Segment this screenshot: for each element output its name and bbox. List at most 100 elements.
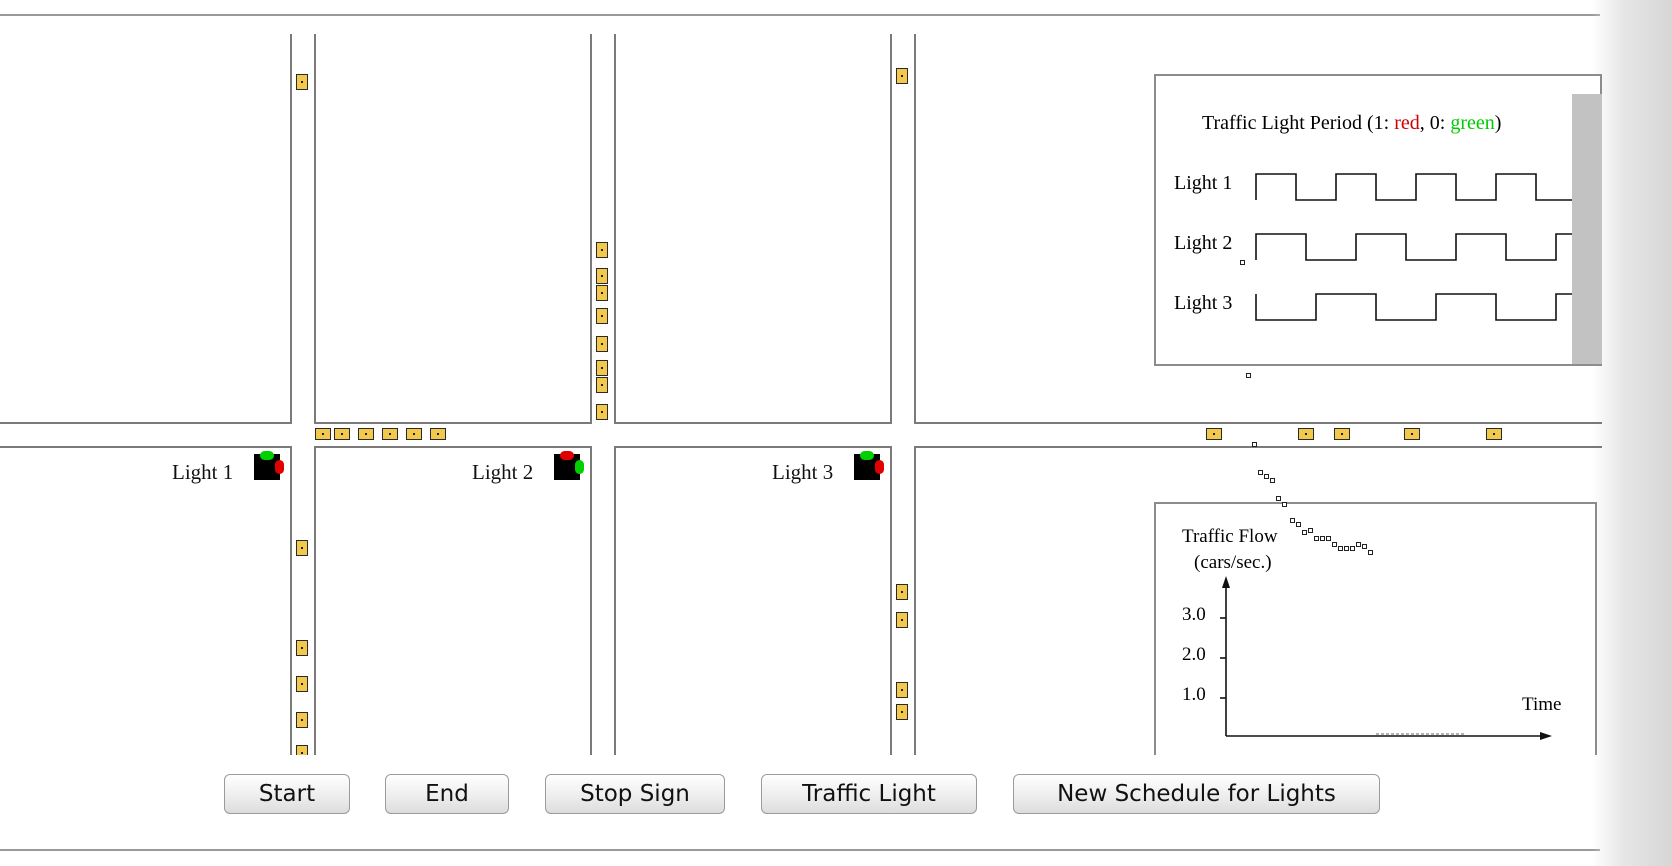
window-edge-shadow bbox=[1592, 0, 1672, 866]
car bbox=[596, 285, 608, 301]
road-edge-west bbox=[890, 446, 892, 755]
road-edge-south bbox=[914, 446, 1602, 448]
road-edge-east bbox=[314, 34, 316, 424]
car bbox=[596, 377, 608, 393]
flow-point bbox=[1326, 536, 1331, 541]
flow-point bbox=[1308, 528, 1313, 533]
road-edge-east bbox=[914, 446, 916, 755]
car bbox=[596, 308, 608, 324]
traffic-light-period-panel: Traffic Light Period (1: red, 0: green) … bbox=[1154, 74, 1602, 366]
flow-point bbox=[1282, 502, 1287, 507]
red-word: red bbox=[1394, 112, 1420, 134]
car bbox=[406, 428, 422, 440]
period-panel-title: Traffic Light Period (1: red, 0: green) bbox=[1202, 112, 1501, 135]
red-lamp bbox=[560, 451, 574, 460]
traffic-flow-panel: Traffic Flow (cars/sec.) 3.0 2.0 1.0 Tim… bbox=[1154, 502, 1597, 755]
road-edge-east bbox=[614, 446, 616, 755]
car bbox=[296, 540, 308, 556]
waveform-light-2 bbox=[1255, 233, 1590, 261]
car bbox=[896, 68, 908, 84]
red-lamp bbox=[275, 460, 284, 474]
car bbox=[296, 640, 308, 656]
road-edge-east bbox=[914, 34, 916, 424]
stop-sign-button[interactable]: Stop Sign bbox=[545, 774, 725, 814]
traffic-light-button[interactable]: Traffic Light bbox=[761, 774, 977, 814]
title-prefix: Traffic Light Period (1: bbox=[1202, 112, 1395, 134]
flow-point bbox=[1356, 542, 1361, 547]
flow-point bbox=[1240, 260, 1245, 265]
traffic-light-3-icon bbox=[854, 451, 884, 480]
flow-point bbox=[1368, 550, 1373, 555]
light-2-label: Light 2 bbox=[472, 460, 534, 484]
car bbox=[1404, 428, 1420, 440]
flow-point bbox=[1338, 546, 1343, 551]
green-word: green bbox=[1450, 112, 1495, 134]
red-lamp bbox=[875, 460, 884, 474]
car bbox=[1206, 428, 1222, 440]
road-edge-west bbox=[590, 446, 592, 755]
car bbox=[596, 268, 608, 284]
car bbox=[315, 428, 331, 440]
car bbox=[334, 428, 350, 440]
road-edge-south bbox=[314, 446, 592, 448]
period-waveforms bbox=[1255, 173, 1590, 321]
title-mid: , 0: bbox=[1419, 112, 1451, 134]
traffic-light-2-icon bbox=[554, 451, 584, 480]
flow-point bbox=[1258, 470, 1263, 475]
car bbox=[296, 745, 308, 755]
x-axis-label: Time bbox=[1522, 694, 1562, 715]
road-edge-west bbox=[290, 446, 292, 755]
flow-point bbox=[1276, 496, 1281, 501]
car bbox=[596, 336, 608, 352]
flow-point bbox=[1302, 530, 1307, 535]
new-schedule-button[interactable]: New Schedule for Lights bbox=[1013, 774, 1380, 814]
green-lamp bbox=[575, 460, 584, 474]
light-1-label: Light 1 bbox=[172, 460, 234, 484]
waveform-light-1 bbox=[1255, 173, 1590, 201]
flow-point bbox=[1246, 373, 1251, 378]
car bbox=[1486, 428, 1502, 440]
road-edge-west bbox=[290, 34, 292, 424]
car bbox=[896, 704, 908, 720]
y-tick-3: 3.0 bbox=[1182, 604, 1206, 625]
road-edge-east bbox=[614, 34, 616, 424]
panel-scroll-strip[interactable] bbox=[1572, 94, 1602, 364]
top-frame-line bbox=[0, 14, 1600, 16]
flow-point bbox=[1252, 442, 1257, 447]
flow-point bbox=[1270, 478, 1275, 483]
road-edge-south bbox=[614, 446, 892, 448]
car bbox=[296, 74, 308, 90]
wave-label-light-1: Light 1 bbox=[1174, 172, 1233, 194]
flow-point bbox=[1296, 522, 1301, 527]
car bbox=[296, 712, 308, 728]
flow-axes bbox=[1220, 576, 1552, 740]
road-edge-north bbox=[914, 422, 1602, 424]
road-edge-north bbox=[0, 422, 292, 424]
flow-point bbox=[1362, 544, 1367, 549]
car bbox=[1298, 428, 1314, 440]
bottom-frame-line bbox=[0, 849, 1600, 851]
road-edge-east bbox=[314, 446, 316, 755]
car bbox=[596, 404, 608, 420]
flow-point bbox=[1264, 474, 1269, 479]
light-3-label: Light 3 bbox=[772, 460, 834, 484]
car bbox=[382, 428, 398, 440]
start-button[interactable]: Start bbox=[224, 774, 350, 814]
green-lamp bbox=[860, 451, 874, 460]
flow-point bbox=[1320, 536, 1325, 541]
road-edge-west bbox=[590, 34, 592, 424]
y-tick-2: 2.0 bbox=[1182, 644, 1206, 665]
flow-point bbox=[1350, 546, 1355, 551]
car bbox=[896, 612, 908, 628]
car bbox=[896, 682, 908, 698]
traffic-light-1-icon bbox=[254, 451, 284, 480]
end-button[interactable]: End bbox=[385, 774, 509, 814]
flow-point bbox=[1332, 542, 1337, 547]
flow-point bbox=[1290, 518, 1295, 523]
car bbox=[1334, 428, 1350, 440]
flow-point bbox=[1314, 536, 1319, 541]
wave-label-light-3: Light 3 bbox=[1174, 292, 1233, 314]
road-edge-north bbox=[314, 422, 592, 424]
flow-point bbox=[1344, 546, 1349, 551]
car bbox=[430, 428, 446, 440]
